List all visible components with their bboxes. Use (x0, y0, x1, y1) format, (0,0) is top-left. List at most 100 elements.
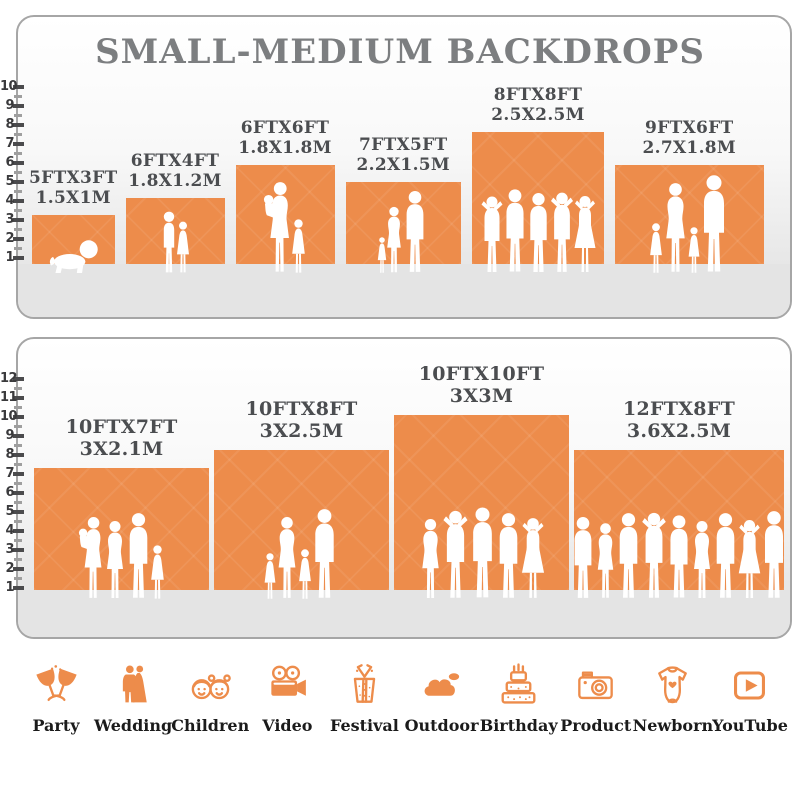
backdrop-size-m: 3X2.5M (259, 420, 344, 443)
silhouette-group (472, 188, 604, 274)
ruler-tick-minor (14, 482, 22, 485)
ruler-tick-label: 4 (5, 193, 14, 208)
ruler-tick-minor (14, 247, 22, 250)
category-item-children: Children (171, 662, 250, 735)
ruler-tick-label: 3 (5, 542, 14, 557)
ruler-tick-minor (14, 406, 22, 409)
backdrop-size-label: 5FTX3FT 1.5X1M (29, 167, 117, 207)
backdrop-bar (394, 415, 569, 598)
backdrop-bar (345, 181, 461, 273)
ruler-tick-minor (14, 425, 22, 428)
silhouette-man (472, 507, 492, 598)
ruler-tick-label: 1 (5, 580, 14, 595)
ruler-tick-minor (14, 114, 22, 117)
category-label: Wedding (94, 716, 173, 735)
backdrop-size-ft: 10FTX10FT (418, 363, 545, 386)
silhouette-woman-baby (78, 517, 101, 598)
silhouette-woman-baby (263, 182, 289, 272)
panel-floor (18, 264, 790, 317)
silhouette-group (236, 181, 335, 274)
backdrop-size-ft: 9FTX6FT (645, 117, 734, 138)
backdrop-size-label: 7FTX5FT 2.2X1.5M (356, 134, 450, 174)
silhouette-man-arms-up (642, 512, 666, 598)
ruler-tick-minor (14, 387, 22, 390)
silhouette-man (574, 517, 592, 598)
ruler-tick-minor (14, 133, 22, 136)
silhouette-group (615, 174, 764, 274)
category-label: Birthday (479, 716, 558, 735)
backdrop-size-label: 6FTX4FT 1.8X1.2M (128, 151, 222, 191)
ruler-tick-minor (14, 228, 22, 231)
newborn-icon (658, 666, 688, 704)
ruler-tick-major (13, 529, 24, 533)
backdrop-size-label: 10FTX10FT 3X3M (419, 363, 545, 408)
ruler-tick-minor (14, 520, 22, 523)
silhouette-man (670, 515, 688, 598)
silhouette-woman (597, 523, 614, 598)
silhouette-man (619, 513, 638, 598)
backdrop-size-label: 12FTX8FT 3.6X2.5M (623, 398, 735, 443)
category-label: Children (171, 716, 250, 735)
backdrop-size-label: 9FTX6FT 2.7X1.8M (642, 118, 736, 158)
backdrop-size-m: 2.5X2.5M (491, 104, 585, 125)
ruler-tick-minor (14, 501, 22, 504)
ruler-tick-minor (14, 190, 22, 193)
ruler-tick-label: 10 (0, 79, 18, 94)
silhouette-man-arms-up (442, 510, 468, 598)
ruler-tick-label: 5 (5, 174, 14, 189)
category-item-festival: Festival (328, 662, 400, 735)
category-label: Outdoor (404, 716, 479, 735)
ruler-tick-label: 6 (5, 485, 14, 500)
backdrop-size-m: 2.2X1.5M (356, 154, 451, 175)
page-title: SMALL-MEDIUM BACKDROPS (95, 32, 705, 72)
ruler-tick-major (13, 510, 24, 514)
backdrop-bar (472, 132, 604, 272)
backdrop-size-ft: 10FTX7FT (65, 415, 178, 438)
ruler-tick-label: 9 (5, 98, 14, 113)
ruler-tick-label: 5 (5, 504, 14, 519)
ruler-tick-major (13, 237, 24, 241)
silhouette-woman (694, 521, 710, 598)
category-item-youtube: YouTube (712, 662, 788, 735)
backdrop-size-ft: 6FTX6FT (240, 117, 330, 138)
ruler-tick-label: 2 (5, 231, 14, 246)
silhouette-woman (666, 183, 685, 272)
backdrop-bar (615, 165, 764, 273)
ruler-tick-major (13, 396, 24, 400)
category-item-birthday: Birthday (479, 662, 558, 735)
category-row: Party Wedding Children Video Festival Outdoor… (20, 662, 788, 735)
festival-icon (353, 664, 376, 703)
category-item-product: Product (560, 662, 632, 735)
silhouette-man (406, 191, 424, 272)
ruler-tick-major (13, 415, 24, 419)
silhouette-woman-skirt (738, 520, 761, 598)
product-icon (578, 671, 614, 700)
backdrop-size-label: 10FTX8FT 3X2.5M (245, 398, 357, 443)
category-label: YouTube (712, 716, 788, 735)
silhouette-man (505, 189, 524, 272)
backdrop-size-m: 2.7X1.8M (642, 137, 737, 158)
ruler-tick-major (13, 85, 24, 89)
ruler-tick-major (13, 142, 24, 146)
ruler-tick-major (13, 377, 24, 381)
medium-backdrops-panel: 1 2 3 4 5 6 7 8 9 10 11 12 10FTX7FT 3X2.1M 10FTX8FT 3X2… (0, 337, 792, 639)
silhouette-man (529, 193, 547, 272)
backdrop-size-m: 3X3M (449, 385, 514, 408)
ruler-tick-minor (14, 444, 22, 447)
category-item-party: Party (20, 662, 92, 735)
ruler-tick-major (13, 180, 24, 184)
category-item-wedding: Wedding (94, 662, 173, 735)
silhouette-woman (421, 519, 439, 598)
silhouette-woman (387, 206, 402, 273)
silhouette-man (716, 513, 735, 598)
small-backdrops-panel: 1 2 3 4 5 6 7 8 9 10 5FTX3FT 1.5X1M 6FTX4FT 1.8X1.2M 6… (0, 15, 792, 319)
silhouette-man-arms-up (481, 196, 502, 272)
backdrop-size-label: 8FTX8FT 2.5X2.5M (491, 85, 585, 125)
ruler-tick-minor (14, 539, 22, 542)
silhouette-group (346, 190, 462, 274)
ruler-tick-label: 7 (5, 136, 14, 151)
category-label: Video (262, 716, 313, 735)
wedding-icon (122, 665, 147, 703)
ruler-tick-minor (14, 209, 22, 212)
ruler-tick-minor (14, 152, 22, 155)
